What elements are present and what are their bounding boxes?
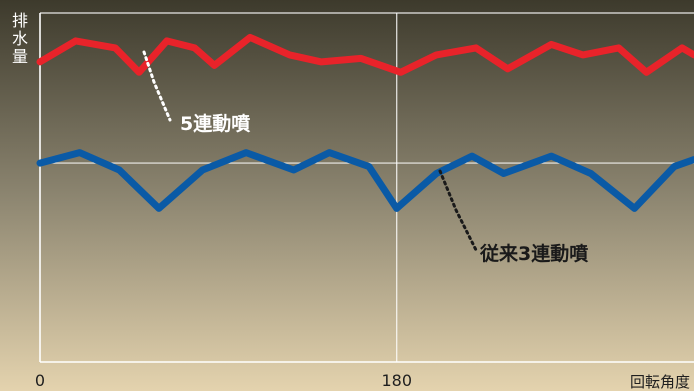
- series-layer: [36, 33, 694, 212]
- y-axis-label-char: 排: [12, 11, 28, 30]
- leader-line-2: [438, 169, 478, 252]
- x-tick-label: 180: [381, 371, 412, 390]
- series-line-1: [36, 33, 694, 76]
- series-label-2: 従来3連動噴: [479, 242, 589, 265]
- x-axis-label: 回転角度: [630, 373, 690, 391]
- leader-line-1: [142, 50, 172, 122]
- series-line-2: [36, 149, 694, 212]
- y-axis-label-char: 水: [12, 29, 28, 48]
- series-label-1: 5連動噴: [180, 112, 251, 135]
- y-axis-label-char: 量: [12, 47, 28, 66]
- x-tick-label: 0: [35, 371, 45, 390]
